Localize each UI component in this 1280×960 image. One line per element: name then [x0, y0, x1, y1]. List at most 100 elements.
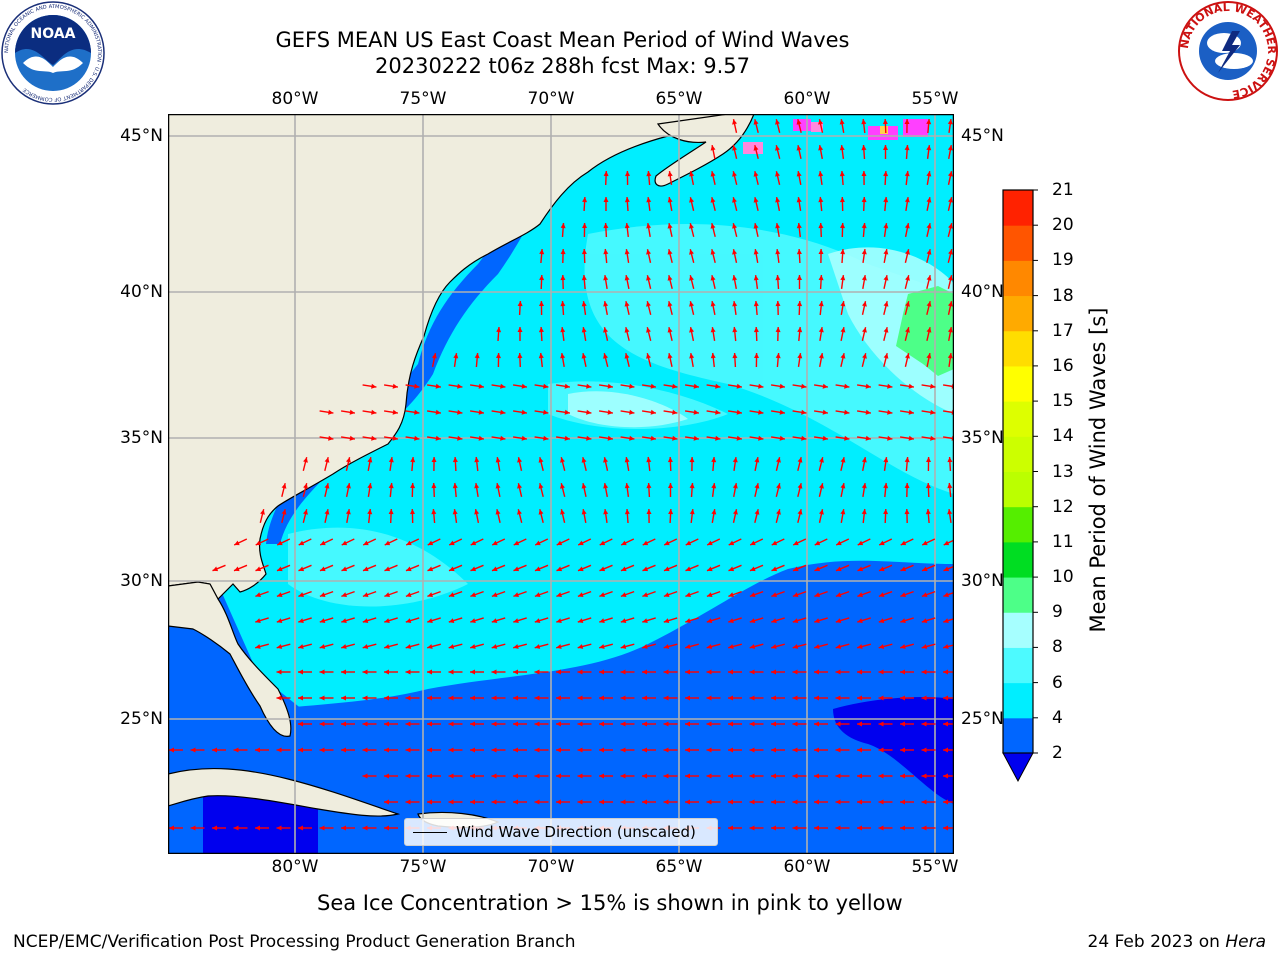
- wave-direction-arrowhead: [840, 509, 846, 515]
- wave-direction-arrowhead: [642, 747, 647, 753]
- wave-direction-arrowhead: [710, 275, 716, 281]
- wave-direction-arrowhead: [620, 695, 626, 701]
- wave-direction-arrowhead: [556, 592, 562, 597]
- wave-direction-arrowhead: [793, 540, 799, 546]
- wave-direction-arrowhead: [642, 566, 649, 572]
- wave-direction-arrowhead: [753, 197, 759, 203]
- wave-direction-arrowhead: [556, 773, 561, 779]
- wave-direction-arrowhead: [624, 223, 630, 229]
- wave-direction-arrowhead: [792, 695, 798, 701]
- wave-direction-arrowhead: [663, 721, 669, 727]
- wave-direction-arrowhead: [513, 669, 518, 675]
- wave-direction-arrowhead: [792, 773, 798, 779]
- wave-direction-arrowhead: [624, 353, 630, 359]
- map-plot: [168, 114, 954, 854]
- map-legend: Wind Wave Direction (unscaled): [404, 818, 718, 846]
- wave-direction-arrowhead: [564, 383, 570, 389]
- colorbar-band: [1003, 471, 1033, 508]
- wave-direction-arrowhead: [814, 540, 821, 546]
- wave-direction-arrowhead: [930, 409, 936, 415]
- wave-direction-arrowhead: [646, 249, 651, 255]
- wave-direction-arrowhead: [792, 721, 798, 727]
- wave-direction-arrowhead: [298, 566, 305, 572]
- wave-direction-arrowhead: [732, 483, 738, 489]
- wave-direction-arrowhead: [560, 457, 565, 463]
- wave-direction-arrowhead: [513, 695, 518, 701]
- wave-direction-arrowhead: [792, 644, 799, 649]
- wave-direction-arrowhead: [581, 509, 587, 515]
- wave-direction-arrowhead: [543, 409, 549, 415]
- wave-direction-arrowhead: [474, 457, 480, 463]
- wave-direction-arrowhead: [711, 457, 717, 463]
- wave-direction-arrowhead: [930, 383, 936, 389]
- colorbar-tick-label: 16: [1052, 355, 1074, 376]
- wave-direction-arrowhead: [603, 457, 608, 463]
- wave-direction-arrowhead: [904, 483, 910, 489]
- wave-direction-arrowhead: [926, 457, 931, 462]
- wave-direction-arrowhead: [255, 566, 262, 572]
- wave-direction-arrowhead: [492, 540, 498, 546]
- wave-direction-arrowhead: [362, 721, 368, 727]
- wave-direction-arrowhead: [371, 435, 377, 441]
- wave-direction-arrowhead: [857, 644, 863, 649]
- wave-direction-arrowhead: [650, 409, 656, 415]
- wave-direction-arrowhead: [607, 383, 613, 389]
- wave-direction-arrowhead: [776, 509, 781, 515]
- wave-direction-arrowhead: [535, 540, 541, 546]
- wave-direction-arrowhead: [384, 592, 390, 597]
- footer-date-text: 24 Feb 2023 on: [1087, 932, 1226, 952]
- colorbar-band: [1003, 647, 1033, 684]
- wave-direction-arrowhead: [362, 618, 369, 623]
- wave-direction-arrowhead: [926, 171, 932, 177]
- wave-direction-arrowhead: [685, 747, 690, 753]
- nova-scotia: [654, 114, 755, 187]
- wave-direction-arrowhead: [887, 409, 893, 415]
- wave-direction-arrowhead: [491, 618, 498, 623]
- wave-direction-arrowhead: [801, 435, 807, 441]
- wave-direction-arrowhead: [943, 747, 948, 753]
- wave-direction-arrowhead: [435, 435, 441, 441]
- wave-direction-arrowhead: [672, 435, 678, 441]
- wave-direction-arrowhead: [449, 566, 455, 572]
- wave-direction-arrowhead: [599, 773, 604, 779]
- wave-direction-arrowhead: [603, 249, 609, 255]
- wave-direction-arrowhead: [771, 669, 776, 675]
- wave-direction-arrowhead: [947, 509, 953, 515]
- wave-direction-arrowhead: [663, 669, 669, 675]
- wave-direction-arrowhead: [564, 435, 570, 441]
- wave-direction-arrowhead: [711, 483, 717, 489]
- wave-direction-arrowhead: [642, 695, 647, 701]
- wave-direction-arrowhead: [478, 409, 484, 415]
- wave-direction-arrowhead: [947, 145, 953, 151]
- wave-direction-arrowhead: [685, 618, 691, 623]
- wave-direction-arrowhead: [715, 409, 721, 415]
- wave-direction-arrowhead: [324, 483, 330, 489]
- wave-direction-arrowhead: [771, 825, 776, 831]
- wave-direction-arrowhead: [298, 644, 304, 649]
- wave-direction-arrowhead: [878, 747, 884, 753]
- wave-direction-arrowhead: [642, 644, 648, 649]
- wave-direction-arrowhead: [861, 197, 867, 203]
- wave-direction-arrowhead: [943, 618, 949, 623]
- wave-direction-arrowhead: [921, 644, 928, 649]
- wave-direction-arrowhead: [814, 669, 819, 675]
- noaa-logo-text: NOAA: [31, 26, 76, 42]
- wave-direction-arrowhead: [646, 483, 652, 489]
- wave-direction-arrowhead: [732, 275, 738, 281]
- wave-direction-arrowhead: [453, 353, 459, 359]
- wave-direction-arrowhead: [427, 592, 433, 597]
- wave-direction-arrowhead: [775, 327, 781, 333]
- wave-direction-arrowhead: [948, 275, 953, 281]
- wave-direction-arrowhead: [857, 773, 862, 779]
- wave-direction-arrowhead: [758, 409, 764, 415]
- wave-direction-arrowhead: [844, 383, 850, 389]
- wave-direction-arrowhead: [667, 353, 673, 359]
- wave-direction-arrowhead: [320, 566, 326, 572]
- wave-direction-arrowhead: [750, 566, 756, 572]
- wave-direction-arrowhead: [710, 145, 716, 151]
- colorbar-tick-label: 18: [1052, 285, 1074, 306]
- colorbar-band: [1003, 717, 1033, 754]
- wave-direction-arrowhead: [255, 592, 261, 597]
- wind-wave-arrows: [169, 118, 954, 831]
- wave-direction-arrowhead: [926, 119, 932, 125]
